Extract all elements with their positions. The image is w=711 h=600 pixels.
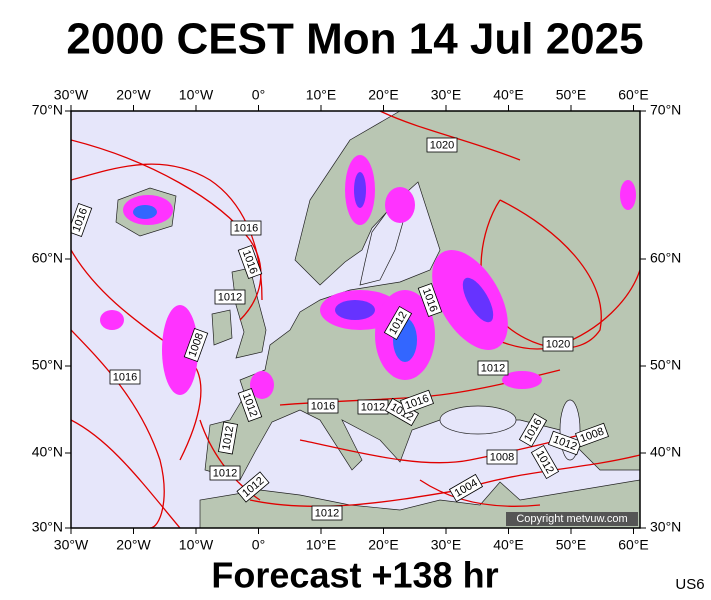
- lon-label-top: 20°E: [368, 87, 399, 103]
- isobar-label: 1012: [547, 430, 583, 456]
- lon-label-bottom: 50°E: [556, 537, 587, 553]
- precipitation: [100, 155, 636, 399]
- isobar-label-text: 1020: [430, 139, 454, 151]
- lon-label-top: 50°E: [556, 87, 587, 103]
- isobar-label-text: 1012: [218, 291, 242, 303]
- isobar-label-box: [209, 465, 241, 481]
- isobar-label: 1012: [209, 465, 241, 481]
- lon-label-top: 10°W: [179, 87, 214, 103]
- isobar-label-text: 1008: [490, 451, 514, 463]
- isobar-label-box: [399, 389, 435, 415]
- isobar-label: 1016: [230, 220, 262, 236]
- isobar-label: 1012: [218, 421, 238, 455]
- isobar-label-box: [236, 471, 270, 503]
- isobar-label-box: [307, 398, 339, 414]
- isobar-label: 1020: [426, 137, 458, 153]
- lon-label-bottom: 40°E: [493, 537, 524, 553]
- isobar-label-box: [311, 505, 343, 521]
- isobar-label-text: 1012: [361, 401, 385, 413]
- lat-label-left: 50°N: [32, 357, 63, 373]
- isobar-label: 1008: [486, 449, 518, 465]
- lon-label-bottom: 10°E: [306, 537, 337, 553]
- isobar-label: 1016: [417, 282, 443, 318]
- map-frame: [70, 110, 641, 529]
- lon-label-bottom: 20°E: [368, 537, 399, 553]
- isobar-label-box: [486, 449, 518, 465]
- lat-label-right: 70°N: [650, 102, 681, 118]
- isobar-label: 1012: [237, 387, 263, 423]
- isobar-label-box: [530, 444, 560, 480]
- isobar-label-box: [417, 282, 443, 318]
- lon-label-top: 0°: [252, 87, 265, 103]
- isobar-label-box: [183, 327, 209, 363]
- isobar-label-text: 1012: [213, 467, 237, 479]
- forecast-label: Forecast +138 hr: [211, 555, 498, 596]
- lat-label-left: 30°N: [32, 519, 63, 535]
- isobar-label-text: 1012: [481, 362, 505, 374]
- lat-label-right: 50°N: [650, 357, 681, 373]
- isobar-label: 1016: [399, 389, 435, 415]
- isobar-label-text: 1016: [311, 400, 335, 412]
- lon-label-bottom: 0°: [252, 537, 265, 553]
- isobar-label: 1012: [357, 399, 389, 415]
- lon-label-bottom: 30°W: [54, 537, 89, 553]
- isobar-label-box: [109, 369, 141, 385]
- lat-label-right: 60°N: [650, 250, 681, 266]
- isobar-label: 1012: [214, 289, 246, 305]
- lat-label-left: 40°N: [32, 444, 63, 460]
- isobar-label-box: [574, 422, 610, 448]
- isobar-label-box: [542, 336, 574, 352]
- lon-label-bottom: 60°E: [618, 537, 649, 553]
- isobar-label-box: [448, 473, 484, 503]
- model-code: US6: [675, 576, 704, 593]
- lat-label-left: 70°N: [32, 102, 63, 118]
- isobar-label: 1012: [311, 505, 343, 521]
- lat-label-right: 40°N: [650, 444, 681, 460]
- lon-label-bottom: 30°E: [431, 537, 462, 553]
- lon-label-bottom: 20°W: [116, 537, 151, 553]
- isobar-label: 1016: [109, 369, 141, 385]
- isobar-label-box: [547, 430, 583, 456]
- isobar-label: 1016: [307, 398, 339, 414]
- isobar-label-box: [218, 421, 238, 455]
- isobar-label: 1012: [477, 360, 509, 376]
- copyright: Copyright metvuw.com: [516, 513, 627, 525]
- isobar-label-box: [237, 387, 263, 423]
- isobar-label-text: 1012: [315, 507, 339, 519]
- lon-label-top: 20°W: [116, 87, 151, 103]
- lat-label-right: 30°N: [650, 519, 681, 535]
- lon-label-top: 30°E: [431, 87, 462, 103]
- isobar-label-box: [237, 244, 263, 280]
- isobar-label-box: [214, 289, 246, 305]
- isobar-label-text: 1020: [546, 338, 570, 350]
- isobar-label-box: [230, 220, 262, 236]
- isobar-label-text: 1016: [234, 222, 258, 234]
- lon-label-top: 30°W: [54, 87, 89, 103]
- title: 2000 CEST Mon 14 Jul 2025: [66, 15, 643, 64]
- lat-label-left: 60°N: [32, 250, 63, 266]
- isobar-label-box: [71, 202, 93, 238]
- isobar-label: 1020: [542, 336, 574, 352]
- lon-label-top: 60°E: [618, 87, 649, 103]
- lon-label-top: 40°E: [493, 87, 524, 103]
- isobar-label-box: [426, 137, 458, 153]
- isobar-label: 1008: [574, 422, 610, 448]
- copyright-box: [506, 512, 638, 526]
- lon-label-bottom: 10°W: [179, 537, 214, 553]
- isobar-label-box: [383, 305, 413, 341]
- isobar-label: 1008: [183, 327, 209, 363]
- isobar-label-box: [477, 360, 509, 376]
- inland-seas: [359, 204, 581, 461]
- isobar-label-text: 1016: [113, 371, 137, 383]
- lon-label-top: 10°E: [306, 87, 337, 103]
- isobar-label: 1016: [237, 244, 263, 280]
- isobar-label-text: 1012: [220, 425, 236, 451]
- isobar-label-box: [518, 412, 548, 448]
